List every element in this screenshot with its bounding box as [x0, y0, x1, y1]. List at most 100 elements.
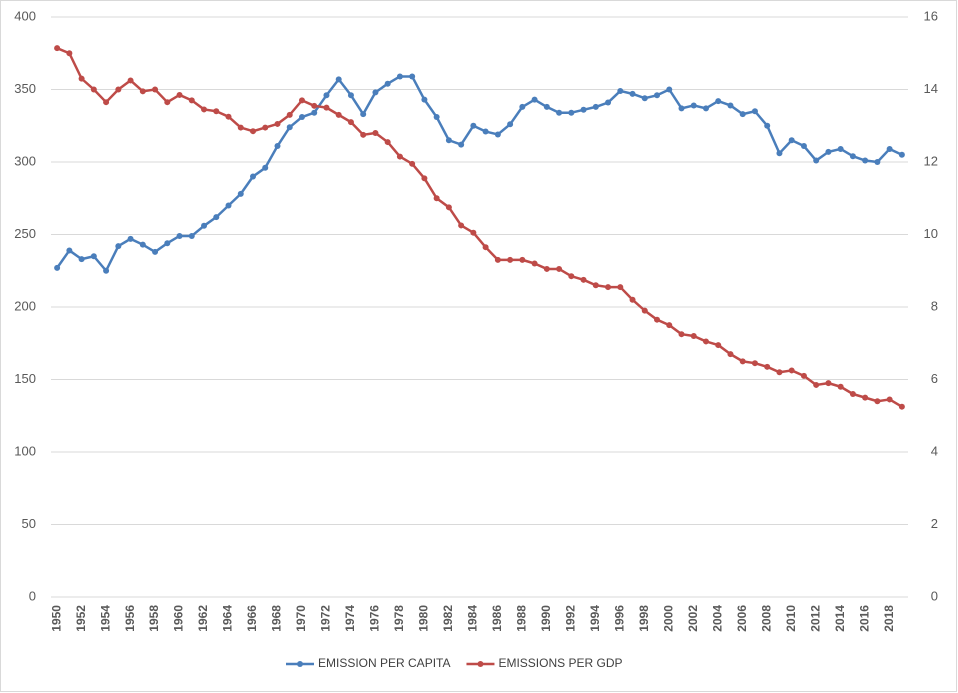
point — [409, 73, 416, 80]
point — [556, 265, 563, 272]
point — [605, 99, 612, 106]
point — [519, 256, 526, 263]
point — [139, 241, 146, 248]
point — [164, 99, 171, 106]
x-tick-label: 2004 — [710, 605, 724, 632]
point — [188, 97, 195, 104]
point — [862, 157, 869, 164]
point — [507, 256, 514, 263]
y2-tick-label: 6 — [931, 371, 938, 386]
x-tick-label: 1970 — [294, 605, 308, 632]
point — [666, 86, 673, 93]
series-line — [56, 47, 903, 408]
x-tick-label: 1958 — [147, 605, 161, 632]
point — [201, 106, 208, 113]
point — [176, 232, 183, 239]
point — [825, 380, 832, 387]
point — [237, 190, 244, 197]
point — [445, 204, 452, 211]
point — [347, 92, 354, 99]
point — [164, 240, 171, 247]
y2-tick-label: 8 — [931, 298, 938, 313]
point — [445, 137, 452, 144]
point — [54, 264, 61, 271]
point — [507, 121, 514, 128]
point — [396, 153, 403, 160]
point — [372, 89, 379, 96]
x-tick-label: 1998 — [637, 605, 651, 632]
point — [311, 102, 318, 109]
point — [213, 108, 220, 115]
x-tick-label: 1980 — [417, 605, 431, 632]
x-tick-label: 2012 — [808, 605, 822, 632]
point — [78, 75, 85, 82]
x-tick-label: 1976 — [368, 605, 382, 632]
point — [262, 124, 269, 131]
x-tick-label: 1952 — [74, 605, 88, 632]
y-tick-label: 0 — [29, 588, 36, 603]
x-tick-label: 1956 — [123, 605, 137, 632]
point — [862, 394, 869, 401]
point — [482, 128, 489, 135]
point — [494, 256, 501, 263]
point — [396, 73, 403, 80]
point — [298, 114, 305, 121]
point — [519, 103, 526, 110]
point — [152, 86, 159, 93]
point — [702, 105, 709, 112]
point — [690, 333, 697, 339]
point — [813, 157, 820, 164]
x-tick-label: 2010 — [784, 605, 798, 632]
point — [849, 391, 856, 397]
point — [90, 86, 97, 93]
point — [384, 80, 391, 87]
point — [678, 105, 685, 112]
legend-label: EMISSION PER CAPITA — [318, 656, 450, 670]
point — [898, 151, 905, 158]
point — [360, 131, 367, 138]
y-tick-label: 300 — [14, 153, 36, 168]
x-tick-label: 1960 — [172, 605, 186, 632]
point — [115, 86, 122, 93]
point — [127, 77, 134, 84]
y2-tick-label: 16 — [924, 8, 938, 23]
x-tick-label: 2000 — [661, 605, 675, 632]
point — [298, 97, 305, 104]
point — [715, 98, 722, 105]
point — [311, 109, 318, 116]
point — [225, 202, 232, 209]
x-tick-label: 2018 — [882, 605, 896, 632]
x-tick-label: 2014 — [833, 605, 847, 632]
point — [115, 243, 122, 250]
x-tick-label: 1984 — [466, 605, 480, 632]
point — [323, 92, 330, 99]
x-tick-label: 1992 — [563, 605, 577, 632]
y2-tick-label: 14 — [924, 81, 938, 96]
point — [103, 267, 110, 274]
x-tick-label: 1994 — [588, 605, 602, 632]
point — [702, 338, 709, 345]
point — [764, 122, 771, 129]
point — [54, 45, 61, 52]
x-tick-label: 1964 — [221, 605, 235, 632]
point — [788, 367, 795, 374]
x-tick-label: 2008 — [759, 605, 773, 632]
point — [825, 148, 832, 155]
point — [470, 122, 477, 129]
y2-tick-label: 10 — [924, 226, 938, 241]
point — [592, 282, 599, 289]
point — [335, 111, 342, 118]
x-tick-label: 1986 — [490, 605, 504, 632]
point — [727, 351, 734, 358]
legend-label: EMISSIONS PER GDP — [498, 656, 622, 670]
point — [421, 96, 428, 103]
x-tick-label: 1966 — [245, 605, 259, 632]
point — [666, 322, 673, 329]
point — [739, 358, 746, 365]
point — [837, 383, 844, 390]
x-tick-label: 1950 — [49, 605, 63, 632]
point — [776, 369, 783, 376]
point — [90, 253, 97, 260]
